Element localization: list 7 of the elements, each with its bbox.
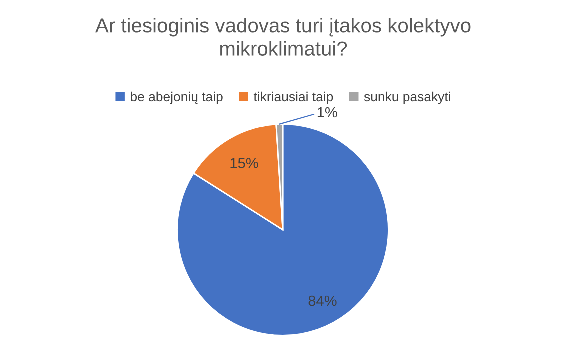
data-label: 1% (318, 107, 338, 118)
chart-title: Ar tiesioginis vadovas turi įtakos kolektyvo mikroklimatui? (96, 18, 471, 56)
legend-label: be abejonių taip (131, 92, 223, 104)
legend-label: sunku pasakyti (364, 92, 450, 104)
data-label: 84% (308, 296, 337, 306)
legend-label: tikriausiai taip (254, 92, 334, 104)
data-label: 15% (230, 158, 258, 168)
